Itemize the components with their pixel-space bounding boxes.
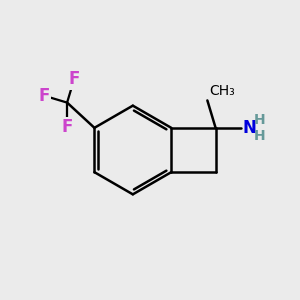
- Text: H: H: [254, 129, 265, 143]
- Text: N: N: [243, 119, 256, 137]
- Text: H: H: [254, 113, 265, 127]
- Text: F: F: [68, 70, 80, 88]
- Text: CH₃: CH₃: [209, 84, 235, 98]
- Text: F: F: [61, 118, 73, 136]
- Text: F: F: [38, 87, 50, 105]
